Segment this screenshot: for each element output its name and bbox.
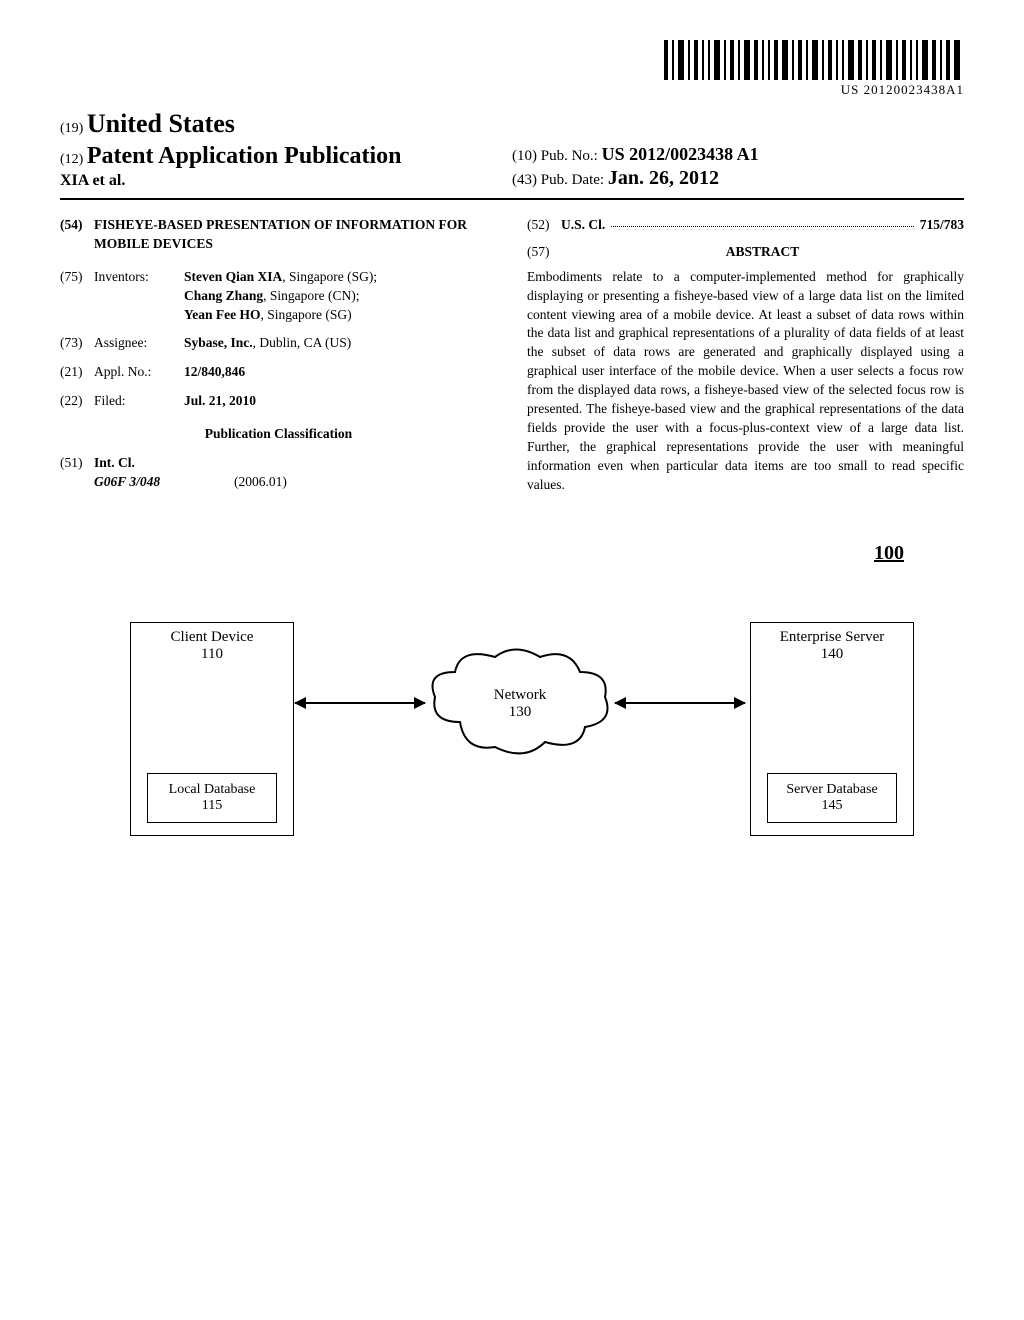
inventor-3: Yean Fee HO — [184, 307, 261, 322]
applno-row: (21) Appl. No.: 12/840,846 — [60, 363, 497, 382]
pubdate-label: Pub. Date: — [541, 172, 604, 188]
filed-date: Jul. 21, 2010 — [184, 393, 256, 408]
patent-page: US 20120023438A1 (19) United States (12)… — [0, 0, 1024, 962]
filed-value: Jul. 21, 2010 — [184, 392, 497, 411]
uscl-label: U.S. Cl. — [561, 216, 605, 235]
right-column: (52) U.S. Cl. 715/783 (57) ABSTRACT Embo… — [527, 216, 964, 502]
arrow-client-network — [295, 702, 425, 704]
inventor-2-loc: , Singapore (CN); — [263, 288, 359, 303]
inventors-label: Inventors: — [94, 268, 184, 325]
intcl-year: (2006.01) — [234, 473, 287, 492]
header-row: (19) United States (12) Patent Applicati… — [60, 109, 964, 190]
abstract-row: (57) ABSTRACT — [527, 243, 964, 268]
pubno-label: Pub. No.: — [541, 148, 598, 164]
inventors-num: (75) — [60, 268, 94, 325]
pubno-value: US 2012/0023438 A1 — [602, 144, 759, 164]
barcode-block: US 20120023438A1 — [60, 40, 964, 99]
pub-type: Patent Application Publication — [87, 143, 402, 169]
inventor-2: Chang Zhang — [184, 288, 263, 303]
client-device-box: Client Device 110 Local Database 115 — [130, 622, 294, 836]
applno: 12/840,846 — [184, 364, 245, 379]
pubdate-line: (43) Pub. Date: Jan. 26, 2012 — [512, 167, 964, 190]
pub-prefix: (12) — [60, 152, 83, 167]
server-title: Enterprise Server — [757, 629, 907, 646]
header-rule — [60, 198, 964, 200]
classification-heading: Publication Classification — [60, 425, 497, 444]
local-db-num: 115 — [152, 798, 272, 814]
inventors-value: Steven Qian XIA, Singapore (SG); Chang Z… — [184, 268, 497, 325]
figure-label: 100 — [874, 542, 904, 565]
country-prefix: (19) — [60, 121, 83, 136]
pubno-line: (10) Pub. No.: US 2012/0023438 A1 — [512, 144, 964, 165]
assignee-num: (73) — [60, 334, 94, 353]
header-left: (19) United States (12) Patent Applicati… — [60, 109, 512, 190]
network-num: 130 — [460, 704, 580, 721]
invention-title: FISHEYE-BASED PRESENTATION OF INFORMATIO… — [94, 216, 497, 254]
header-right: (10) Pub. No.: US 2012/0023438 A1 (43) P… — [512, 144, 964, 190]
assignee-value: Sybase, Inc., Dublin, CA (US) — [184, 334, 497, 353]
local-db-title: Local Database — [152, 782, 272, 798]
abstract-num: (57) — [527, 243, 561, 268]
abstract-text: Embodiments relate to a computer-impleme… — [527, 268, 964, 495]
uscl-num: (52) — [527, 216, 561, 235]
assignee-label: Assignee: — [94, 334, 184, 353]
applno-num: (21) — [60, 363, 94, 382]
network-title: Network — [460, 687, 580, 704]
authors-line: XIA et al. — [60, 172, 512, 190]
server-db-title: Server Database — [772, 782, 892, 798]
assignee-row: (73) Assignee: Sybase, Inc., Dublin, CA … — [60, 334, 497, 353]
assignee-name: Sybase, Inc. — [184, 335, 253, 350]
server-num: 140 — [757, 646, 907, 663]
barcode-number: US 20120023438A1 — [664, 82, 964, 98]
pubdate-value: Jan. 26, 2012 — [608, 167, 719, 189]
inventor-1: Steven Qian XIA — [184, 269, 282, 284]
pubdate-prefix: (43) — [512, 172, 537, 188]
server-db-num: 145 — [772, 798, 892, 814]
barcode: US 20120023438A1 — [664, 40, 964, 98]
pubno-prefix: (10) — [512, 148, 537, 164]
filed-label: Filed: — [94, 392, 184, 411]
network-label: Network 130 — [460, 687, 580, 721]
filed-row: (22) Filed: Jul. 21, 2010 — [60, 392, 497, 411]
uscl-dots — [611, 216, 913, 227]
barcode-svg — [664, 40, 964, 80]
abstract-heading: ABSTRACT — [561, 243, 964, 262]
intcl-code: G06F 3/048 — [94, 473, 194, 492]
inventor-1-loc: , Singapore (SG); — [282, 269, 377, 284]
invention-title-row: (54) FISHEYE-BASED PRESENTATION OF INFOR… — [60, 216, 497, 254]
server-database-box: Server Database 145 — [767, 773, 897, 823]
intcl-row: (51) Int. Cl. G06F 3/048 (2006.01) — [60, 454, 497, 492]
country-name: United States — [87, 109, 235, 138]
publication-type-line: (12) Patent Application Publication — [60, 143, 512, 170]
uscl-value: 715/783 — [920, 216, 964, 235]
client-num: 110 — [137, 646, 287, 663]
client-title: Client Device — [137, 629, 287, 646]
applno-value: 12/840,846 — [184, 363, 497, 382]
arrow-network-server — [615, 702, 745, 704]
intcl-label: Int. Cl. — [94, 455, 135, 470]
applno-label: Appl. No.: — [94, 363, 184, 382]
biblio-columns: (54) FISHEYE-BASED PRESENTATION OF INFOR… — [60, 216, 964, 502]
inventor-3-loc: , Singapore (SG) — [261, 307, 352, 322]
uscl-row: (52) U.S. Cl. 715/783 — [527, 216, 964, 235]
intcl-num: (51) — [60, 454, 94, 492]
figure-area: 100 Client Device 110 Local Database 115… — [60, 562, 964, 922]
diagram: Client Device 110 Local Database 115 Net… — [60, 602, 964, 902]
assignee-loc: , Dublin, CA (US) — [253, 335, 352, 350]
local-database-box: Local Database 115 — [147, 773, 277, 823]
network-cloud: Network 130 — [420, 642, 620, 777]
enterprise-server-box: Enterprise Server 140 Server Database 14… — [750, 622, 914, 836]
intcl-value: Int. Cl. G06F 3/048 (2006.01) — [94, 454, 497, 492]
country-line: (19) United States — [60, 109, 512, 139]
filed-num: (22) — [60, 392, 94, 411]
title-num: (54) — [60, 216, 94, 254]
left-column: (54) FISHEYE-BASED PRESENTATION OF INFOR… — [60, 216, 497, 502]
inventors-row: (75) Inventors: Steven Qian XIA, Singapo… — [60, 268, 497, 325]
